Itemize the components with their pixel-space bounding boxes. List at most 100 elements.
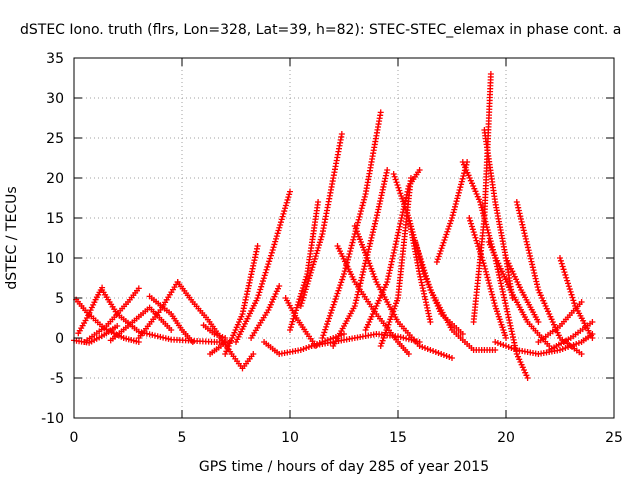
data-point (386, 270, 393, 277)
data-point (566, 286, 573, 293)
data-series (330, 167, 391, 349)
data-point (354, 219, 361, 226)
data-point (575, 340, 582, 346)
data-point (411, 234, 418, 241)
data-point (448, 217, 455, 224)
data-point (366, 243, 373, 250)
data-point (271, 241, 278, 248)
data-point (406, 217, 413, 224)
data-point (285, 194, 292, 201)
data-point (366, 260, 373, 267)
data-point (270, 296, 277, 303)
data-point (441, 237, 448, 243)
data-point (256, 289, 263, 296)
data-point (397, 334, 404, 341)
data-point (355, 216, 362, 223)
data-point (356, 236, 363, 243)
data-point (367, 240, 374, 247)
data-point (559, 263, 566, 270)
data-point (271, 293, 278, 300)
data-point (562, 271, 569, 278)
data-point (435, 253, 442, 260)
data-point (231, 329, 238, 336)
data-series (282, 295, 319, 349)
data-point (502, 332, 509, 339)
data-point (372, 217, 379, 224)
data-point (475, 196, 482, 203)
data-point (314, 247, 321, 254)
data-point (372, 220, 379, 227)
data-point (414, 247, 421, 254)
data-point (279, 213, 286, 220)
data-point (405, 351, 412, 357)
data-point (487, 285, 494, 292)
data-point (257, 286, 264, 293)
data-series (485, 239, 553, 349)
data-point (227, 337, 234, 344)
data-point (265, 307, 272, 313)
data-point (388, 258, 395, 265)
data-series (81, 285, 142, 345)
data-series (470, 71, 494, 325)
data-point (570, 297, 577, 304)
data-point (540, 297, 547, 304)
data-point (351, 223, 358, 229)
data-point (443, 231, 450, 238)
data-point (312, 253, 319, 260)
y-tick-label: -5 (50, 371, 64, 387)
data-point (438, 351, 445, 357)
data-point (273, 233, 280, 240)
data-point (384, 167, 391, 173)
data-point (359, 241, 365, 248)
data-point (232, 327, 239, 333)
data-point (162, 335, 169, 342)
data-point (471, 231, 478, 238)
data-point (449, 212, 456, 219)
data-point (338, 279, 345, 286)
data-point (325, 315, 332, 322)
data-point (259, 280, 266, 287)
data-point (297, 347, 304, 353)
data-point (276, 283, 283, 289)
data-series (351, 223, 455, 361)
data-point (449, 355, 455, 361)
x-tick-label: 5 (178, 430, 187, 446)
data-point (336, 284, 343, 291)
data-point (361, 263, 368, 270)
data-point (266, 258, 273, 265)
data-point (359, 271, 366, 278)
data-point (536, 289, 543, 296)
data-point (451, 206, 458, 213)
data-point (489, 247, 496, 253)
data-point (505, 344, 512, 350)
data-point (400, 198, 407, 205)
data-point (387, 264, 394, 271)
x-tick-label: 0 (70, 430, 79, 446)
y-tick-label: 15 (46, 211, 64, 227)
y-tick-label: -10 (41, 411, 64, 427)
data-series (405, 215, 466, 337)
data-point (345, 253, 352, 260)
data-point (282, 205, 289, 212)
data-point (398, 193, 405, 199)
data-point (315, 199, 322, 205)
data-point (292, 310, 299, 317)
data-point (522, 233, 529, 240)
data-point (518, 361, 525, 368)
data-point (267, 255, 274, 262)
data-point (366, 319, 373, 325)
data-point (316, 239, 323, 246)
data-point (486, 235, 493, 242)
data-point (234, 321, 241, 328)
data-point (517, 359, 524, 365)
data-point (551, 321, 557, 328)
data-point (467, 217, 474, 224)
data-point (298, 290, 305, 297)
data-point (398, 215, 405, 221)
data-point (395, 226, 402, 233)
data-point (506, 263, 513, 269)
data-point (422, 272, 429, 279)
data-point (508, 265, 515, 272)
data-point (466, 215, 473, 221)
